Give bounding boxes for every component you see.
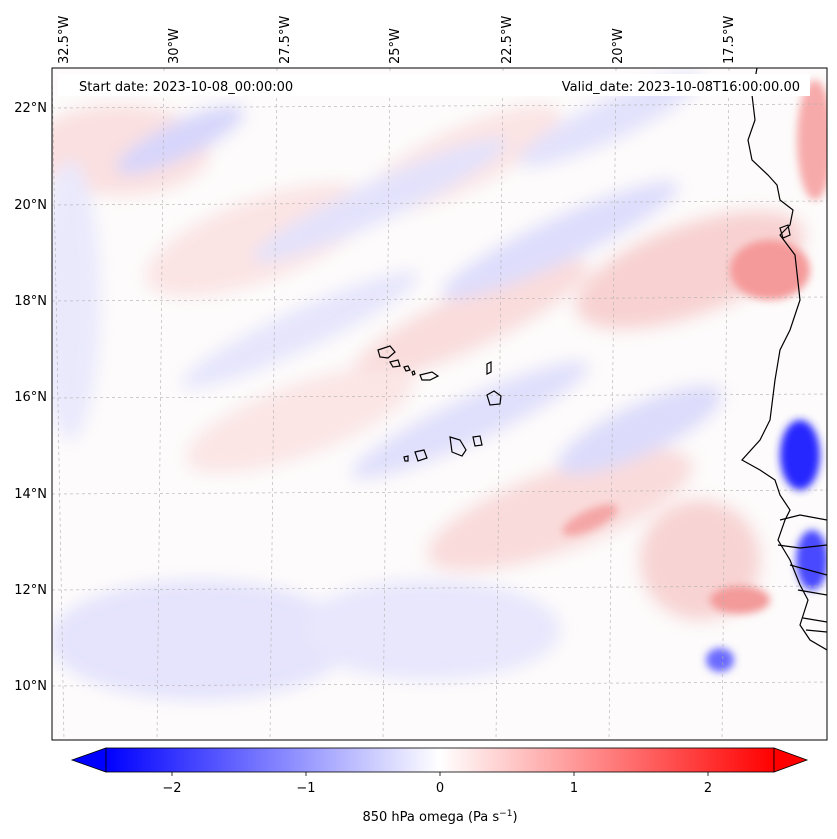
lon-label: 25°W [388,28,403,64]
start-date-label: Start date: 2023-10-08_00:00:00 [79,80,293,95]
lat-label: 10°N [14,679,47,694]
omega-field [30,60,833,740]
lat-label: 22°N [14,101,47,116]
colorbar-tick: 0 [436,781,444,796]
lat-label: 20°N [14,198,47,213]
longitude-labels: 32.5°W 30°W 27.5°W 25°W 22.5°W 20°W 17.5… [57,16,737,64]
valid-date-label: Valid_date: 2023-10-08T16:00:00.00 [562,80,800,95]
lat-label: 12°N [14,583,47,598]
lon-label: 17.5°W [722,16,737,64]
colorbar-min-extend [72,748,106,772]
colorbar-label-close: ) [512,810,517,825]
colorbar-label-exponent: −1 [499,809,512,819]
lat-label: 18°N [14,294,47,309]
colorbar: −2 −1 0 1 2 850 hPa omega (Pa s−1) [72,748,807,825]
colorbar-tick: 1 [570,781,578,796]
colorbar-label-text: 850 hPa omega (Pa s [362,810,499,825]
colorbar-max-extend [774,748,807,772]
lat-label: 16°N [14,390,47,405]
colorbar-scale [106,748,774,772]
lon-label: 30°W [167,28,182,64]
latitude-labels: 22°N 20°N 18°N 16°N 14°N 12°N 10°N [14,101,47,694]
colorbar-tick: −2 [162,781,181,796]
lat-label: 14°N [14,487,47,502]
colorbar-tick: −1 [296,781,315,796]
lon-label: 22.5°W [500,16,515,64]
lon-label: 20°W [611,28,626,64]
colorbar-tick: 2 [704,781,712,796]
lon-label: 32.5°W [57,16,72,64]
colorbar-label: 850 hPa omega (Pa s−1) [362,809,517,825]
lon-label: 27.5°W [278,16,293,64]
